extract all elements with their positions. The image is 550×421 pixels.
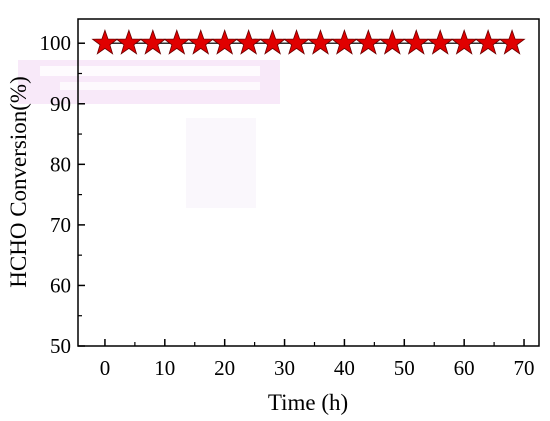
data-point-star xyxy=(259,29,287,55)
x-tick-label: 40 xyxy=(334,356,355,380)
data-point-star xyxy=(330,29,358,55)
data-point-star xyxy=(211,29,239,55)
plot-frame xyxy=(77,18,540,347)
x-tick-label: 70 xyxy=(514,356,535,380)
x-tick-label: 50 xyxy=(394,356,415,380)
data-point-star xyxy=(450,29,478,55)
x-axis-title: Time (h) xyxy=(268,390,348,415)
x-tick-label: 60 xyxy=(454,356,475,380)
data-point-star xyxy=(235,29,263,55)
x-tick-label: 0 xyxy=(100,356,111,380)
y-tick-label: 60 xyxy=(50,273,71,297)
data-point-star xyxy=(354,29,382,55)
y-axis-title: HCHO Conversion(%) xyxy=(6,76,31,287)
data-point-star xyxy=(139,29,167,55)
series-layer xyxy=(91,29,526,55)
data-point-star xyxy=(163,29,191,55)
data-point-star xyxy=(306,29,334,55)
x-tick-label: 20 xyxy=(214,356,235,380)
data-point-star xyxy=(378,29,406,55)
x-axis: 0 10 20 30 40 50 60 70 xyxy=(100,339,535,380)
data-point-star xyxy=(426,29,454,55)
data-point-star xyxy=(187,29,215,55)
data-point-star xyxy=(498,29,526,55)
data-point-star xyxy=(283,29,311,55)
x-tick-label: 30 xyxy=(274,356,295,380)
background-smudge xyxy=(18,60,280,208)
y-tick-label: 80 xyxy=(50,152,71,176)
y-tick-label: 70 xyxy=(50,213,71,237)
data-point-star xyxy=(115,29,143,55)
x-tick-label: 10 xyxy=(154,356,175,380)
y-axis: 50 60 70 80 90 100 xyxy=(40,31,85,358)
y-tick-label: 50 xyxy=(50,334,71,358)
data-point-star xyxy=(91,29,119,55)
data-point-star xyxy=(474,29,502,55)
y-tick-label: 100 xyxy=(40,31,72,55)
data-point-star xyxy=(402,29,430,55)
y-tick-label: 90 xyxy=(50,92,71,116)
